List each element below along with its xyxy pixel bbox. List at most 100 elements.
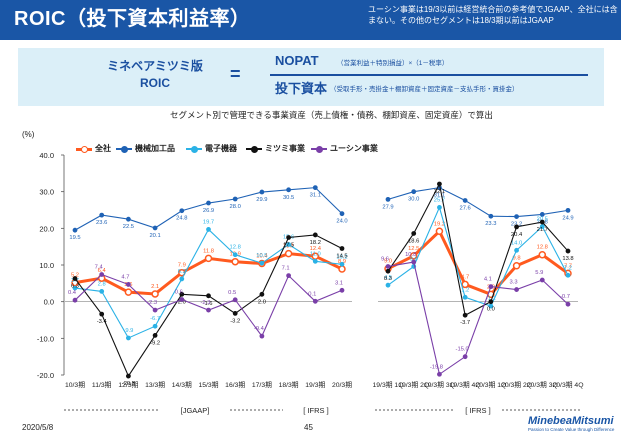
x-tick-label: 20/3期 1Q xyxy=(475,381,506,389)
data-label: 2.0 xyxy=(258,299,266,305)
y-tick-label: -10.0 xyxy=(37,334,54,343)
formula-numerator: NOPAT xyxy=(275,53,319,68)
x-tick-label: 19/3期 2Q xyxy=(398,381,429,389)
data-point xyxy=(259,333,265,339)
data-label: 32.1 xyxy=(434,189,445,195)
page-title: ROIC（投下資本利益率） xyxy=(14,8,251,30)
data-point xyxy=(179,297,185,302)
data-label: 14.5 xyxy=(336,254,347,260)
legend-item: 全社 xyxy=(76,143,111,154)
x-tick-label: 19/3期 3Q xyxy=(424,381,455,389)
data-label: 3.3 xyxy=(510,280,518,286)
data-label: -1.2 xyxy=(486,296,496,302)
data-label: 2.8 xyxy=(98,281,106,287)
data-label: -20.3 xyxy=(122,381,135,387)
data-point xyxy=(152,225,158,231)
data-label: 4.7 xyxy=(121,274,129,280)
data-point xyxy=(312,298,318,304)
data-point xyxy=(514,214,519,219)
data-point xyxy=(72,297,78,303)
data-label: 30.5 xyxy=(283,195,294,201)
legend-label: ミツミ事業 xyxy=(265,144,305,153)
data-label: 7.9 xyxy=(178,263,186,269)
data-point xyxy=(514,287,519,292)
data-label: 31.1 xyxy=(310,193,321,199)
legend-item: 電子機器 xyxy=(186,143,237,154)
data-label: 9.6 xyxy=(410,256,418,262)
legend-label: ユーシン事業 xyxy=(330,144,378,153)
data-label: -19.8 xyxy=(430,364,443,370)
y-tick-label: 10.0 xyxy=(39,261,54,270)
x-tick-label: 10/3期 xyxy=(65,381,85,389)
formula-left-line2: ROIC xyxy=(140,76,170,90)
data-label: 25.7 xyxy=(434,197,445,203)
data-label: 18.6 xyxy=(408,238,419,244)
logo-tagline: Passion to Create Value through Differen… xyxy=(528,427,615,432)
data-label: -6.7 xyxy=(150,316,160,322)
data-point xyxy=(179,291,185,297)
data-label: 28.0 xyxy=(230,204,241,210)
section-label-jgaap: [JGAAP] xyxy=(181,406,210,415)
data-label: 2.1 xyxy=(151,284,159,290)
data-label: 29.9 xyxy=(256,197,267,203)
legend-label: 全社 xyxy=(95,144,111,153)
footer-date: 2020/5/8 xyxy=(22,423,54,432)
data-label: 19.7 xyxy=(203,219,214,225)
data-label: -9.4 xyxy=(254,326,265,332)
data-point xyxy=(538,250,547,259)
data-point xyxy=(565,248,571,254)
data-label: 27.6 xyxy=(459,205,470,211)
x-tick-label: 11/3期 xyxy=(92,381,112,389)
data-point xyxy=(437,371,442,377)
x-tick-label: 20/3期 2Q xyxy=(501,381,532,389)
data-label: 4.7 xyxy=(461,274,469,280)
data-label: 6.2 xyxy=(178,269,186,275)
data-point xyxy=(99,311,105,317)
data-label: 9.0 xyxy=(384,259,392,265)
data-point xyxy=(152,307,158,313)
formula-box xyxy=(18,48,604,106)
data-label: -0.7 xyxy=(560,294,570,300)
data-label: 0.1 xyxy=(308,291,316,297)
data-label: 5.9 xyxy=(535,270,543,276)
data-point xyxy=(312,232,318,238)
data-point xyxy=(385,196,391,202)
legend-swatch xyxy=(246,145,262,153)
data-label: 12.8 xyxy=(230,245,241,251)
legend-label: 機械加工品 xyxy=(135,144,175,153)
data-point xyxy=(411,231,417,236)
x-tick-label: 20/3期 4Q xyxy=(553,381,584,389)
data-point xyxy=(232,252,238,258)
data-point xyxy=(409,252,418,260)
x-tick-label: 14/3期 xyxy=(172,381,192,389)
data-point xyxy=(462,294,468,300)
data-label: 12.8 xyxy=(537,245,548,251)
data-point xyxy=(72,276,78,281)
data-point xyxy=(435,227,444,236)
data-point xyxy=(411,189,417,195)
data-point xyxy=(461,280,469,289)
formula-numerator-detail: （営業利益＋特別損益）×（1－税率） xyxy=(337,60,449,67)
data-point xyxy=(565,207,571,213)
y-tick-label: 40.0 xyxy=(39,151,54,160)
data-point xyxy=(286,187,292,193)
data-point xyxy=(179,208,185,214)
data-point xyxy=(462,198,468,203)
data-label: 6.3 xyxy=(71,284,79,290)
data-label: 10.8 xyxy=(405,252,416,258)
data-point xyxy=(437,205,442,210)
data-point xyxy=(125,335,131,341)
data-label: -9.9 xyxy=(123,328,133,334)
data-label: 22.5 xyxy=(123,224,134,230)
data-point xyxy=(259,291,265,297)
page-number: 45 xyxy=(304,423,313,432)
x-tick-label: 20/3期 xyxy=(332,381,352,389)
data-point xyxy=(339,246,345,251)
data-label: 30.0 xyxy=(408,197,419,203)
data-point xyxy=(539,212,545,217)
data-point xyxy=(565,272,571,278)
data-point xyxy=(312,185,318,191)
formula-fraction-line xyxy=(270,74,588,76)
data-label: 7.7 xyxy=(564,263,572,269)
data-label: -15.0 xyxy=(456,347,469,353)
